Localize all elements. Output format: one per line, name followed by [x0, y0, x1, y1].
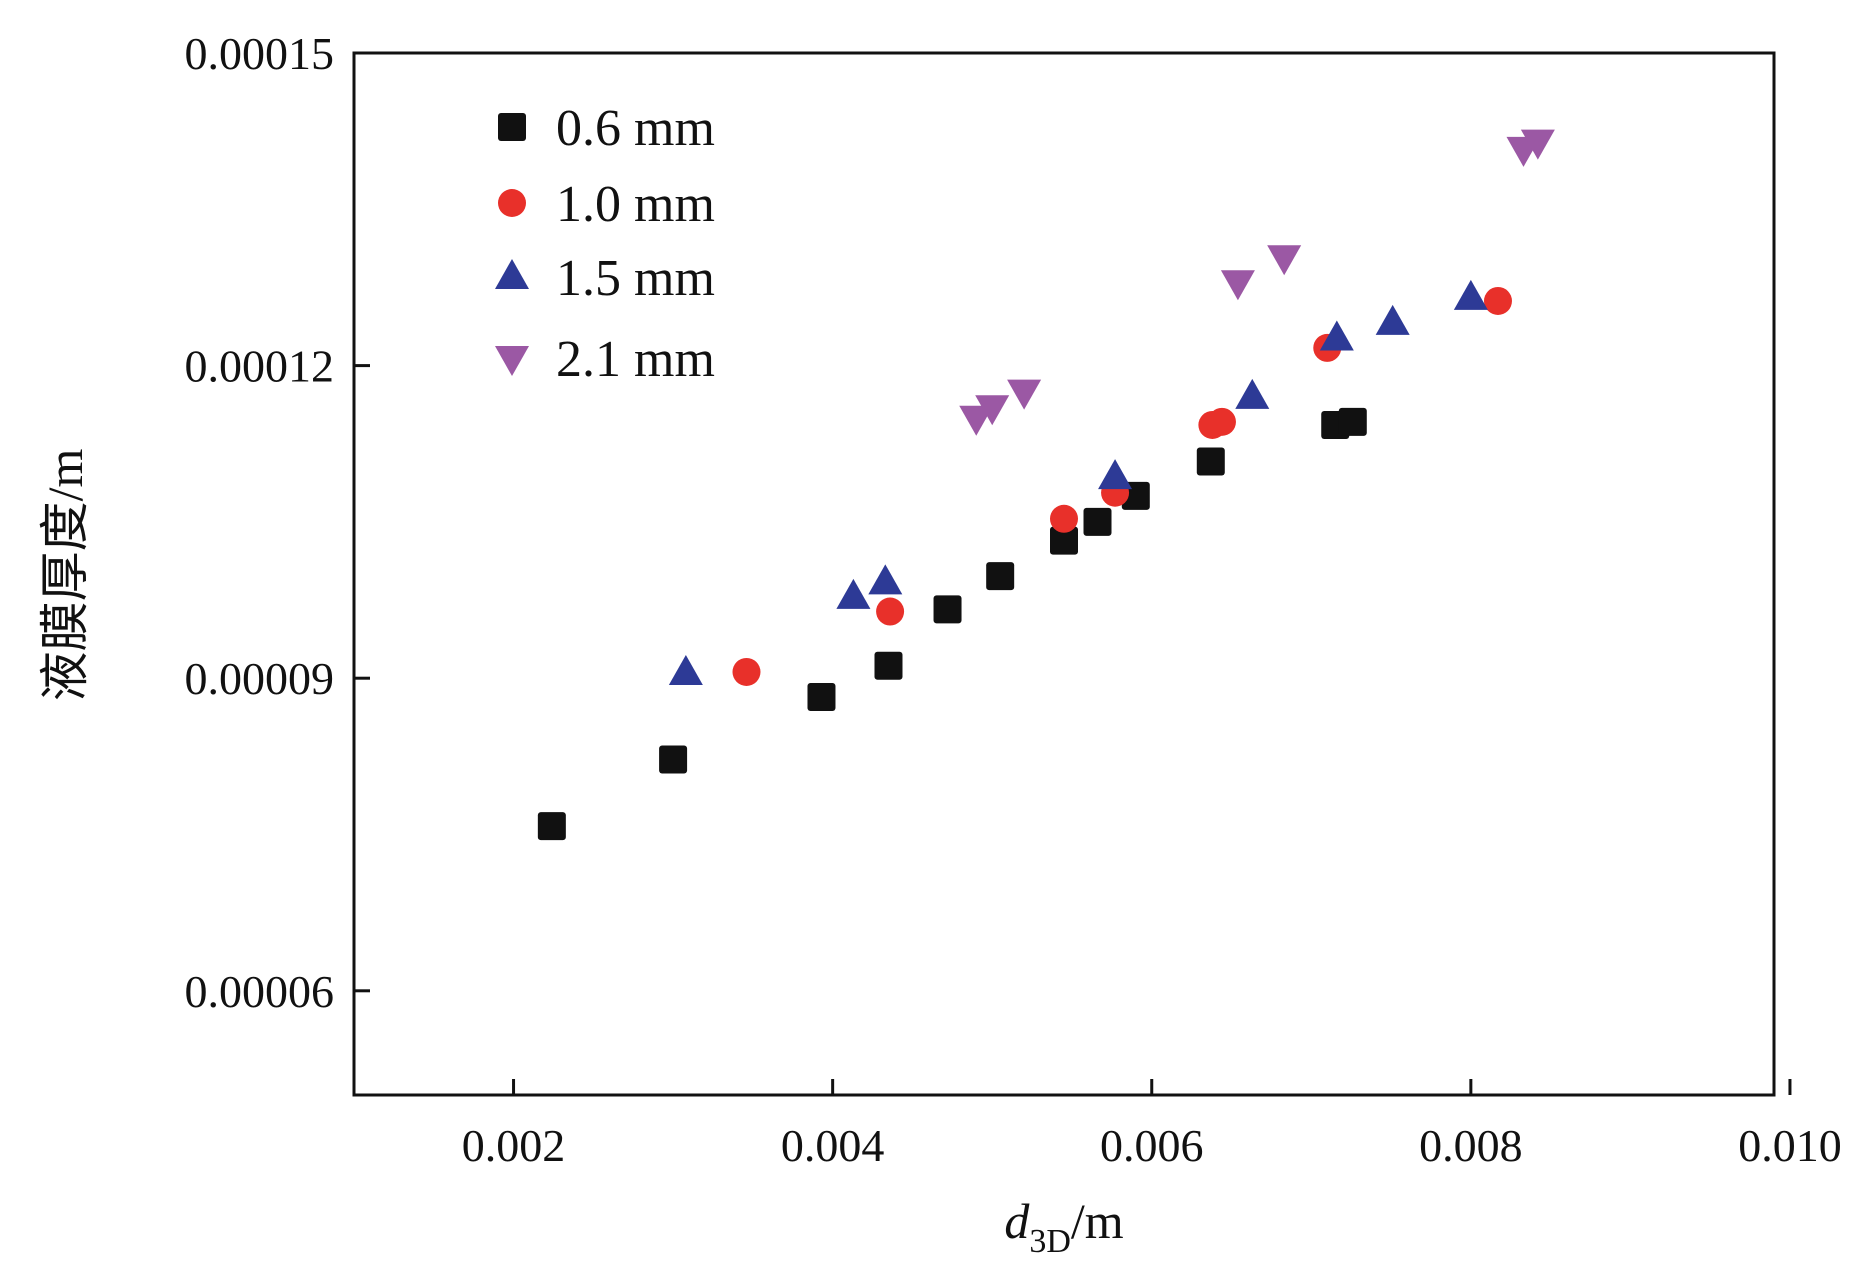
y-axis: 0.00006 0.00009 0.00012 0.00015: [185, 28, 370, 1017]
data-point: [868, 564, 903, 595]
x-tick-label: 0.008: [1419, 1120, 1523, 1171]
data-point: [1267, 245, 1302, 276]
data-point: [807, 682, 836, 711]
legend: 0.6 mm 1.0 mm 1.5 mm 2.1 mm: [495, 100, 715, 388]
data-point: [933, 595, 962, 624]
data-point: [1220, 270, 1255, 301]
x-tick-label: 0.006: [1100, 1120, 1204, 1171]
data-point: [1319, 320, 1354, 351]
data-point: [1007, 379, 1042, 410]
y-tick-label: 0.00009: [185, 653, 335, 704]
data-point: [874, 651, 903, 680]
y-tick-label: 0.00015: [185, 28, 335, 79]
legend-entry-label: 0.6 mm: [556, 100, 715, 157]
data-point: [836, 578, 871, 609]
data-points: [537, 129, 1555, 841]
legend-marker: [495, 259, 529, 289]
x-axis-title: d3D/m: [1004, 1193, 1123, 1260]
data-point: [1520, 129, 1555, 160]
data-point: [876, 597, 905, 626]
x-tick-label: 0.010: [1738, 1120, 1842, 1171]
data-point: [1196, 447, 1225, 476]
data-point: [668, 654, 703, 685]
data-point: [1453, 279, 1488, 310]
x-tick-label: 0.002: [462, 1120, 566, 1171]
x-axis-title-base: d: [1004, 1193, 1030, 1249]
data-point: [1083, 507, 1112, 536]
data-point: [1375, 304, 1410, 335]
x-axis-title-subscript: 3D: [1029, 1223, 1071, 1260]
x-axis: 0.002 0.004 0.006 0.008 0.010: [462, 1079, 1842, 1171]
legend-marker: [498, 113, 526, 141]
data-point: [986, 562, 1015, 591]
legend-entry-label: 2.1 mm: [556, 331, 715, 388]
data-point: [1098, 459, 1133, 490]
legend-entry-label: 1.0 mm: [556, 176, 715, 233]
data-point: [959, 405, 994, 436]
x-tick-label: 0.004: [781, 1120, 885, 1171]
data-point: [537, 812, 566, 841]
plot-frame: [352, 51, 1776, 1097]
data-point: [732, 657, 761, 686]
data-point: [1483, 286, 1512, 315]
data-point: [975, 395, 1010, 426]
data-point: [1050, 504, 1078, 533]
data-point: [1338, 407, 1367, 436]
legend-marker: [498, 189, 526, 217]
data-point: [1207, 407, 1236, 436]
y-tick-label: 0.00006: [185, 966, 335, 1017]
legend-entry-label: 1.5 mm: [556, 250, 715, 307]
y-axis-title: 液膜厚度/m: [37, 449, 93, 702]
data-point: [1235, 378, 1270, 409]
x-axis-title-suffix: /m: [1071, 1193, 1124, 1249]
data-point: [1050, 526, 1078, 555]
data-point: [659, 745, 688, 774]
y-tick-label: 0.00012: [185, 341, 335, 392]
legend-marker: [495, 346, 529, 376]
